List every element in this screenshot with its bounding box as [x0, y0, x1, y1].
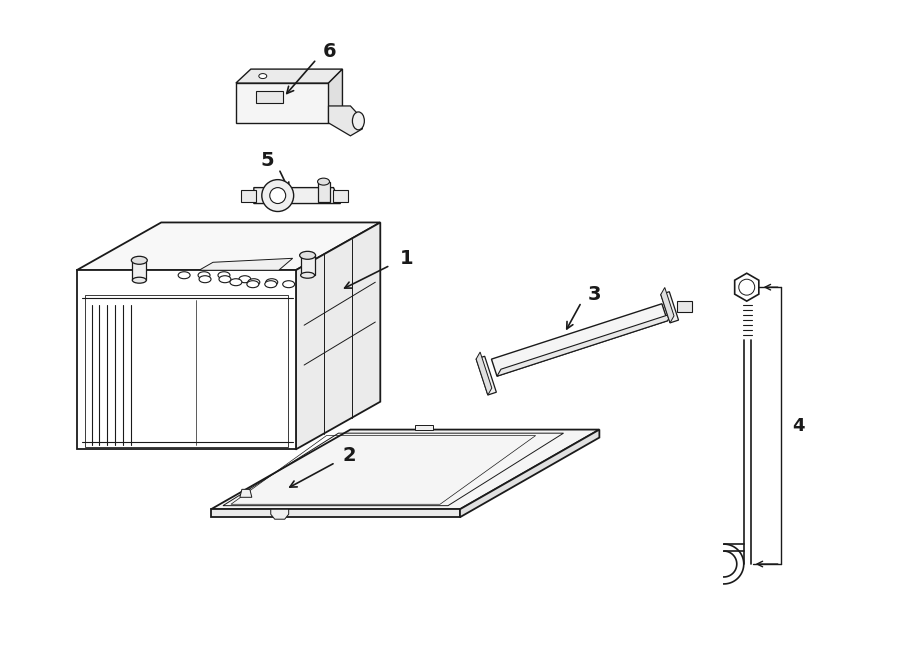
Polygon shape	[236, 69, 343, 83]
Ellipse shape	[178, 272, 190, 279]
Ellipse shape	[238, 276, 251, 283]
Polygon shape	[76, 270, 296, 449]
Ellipse shape	[248, 279, 260, 286]
Ellipse shape	[219, 276, 231, 283]
Ellipse shape	[199, 276, 211, 283]
Ellipse shape	[218, 272, 230, 279]
Polygon shape	[415, 424, 433, 430]
Polygon shape	[211, 509, 460, 517]
Ellipse shape	[382, 453, 392, 459]
Polygon shape	[256, 91, 283, 103]
Text: 4: 4	[793, 416, 806, 434]
Polygon shape	[476, 356, 497, 395]
Ellipse shape	[132, 277, 147, 283]
Ellipse shape	[301, 272, 315, 278]
Ellipse shape	[198, 272, 210, 279]
Ellipse shape	[300, 251, 316, 259]
Ellipse shape	[353, 112, 364, 130]
Text: 1: 1	[400, 249, 414, 268]
Text: 6: 6	[322, 42, 337, 61]
Polygon shape	[240, 489, 252, 497]
Circle shape	[270, 188, 285, 204]
Ellipse shape	[318, 178, 329, 185]
Polygon shape	[497, 314, 671, 376]
Ellipse shape	[131, 256, 148, 264]
Polygon shape	[661, 292, 679, 323]
Polygon shape	[460, 430, 599, 517]
Polygon shape	[491, 304, 668, 376]
Polygon shape	[254, 188, 340, 204]
Polygon shape	[328, 69, 343, 123]
Circle shape	[262, 180, 293, 212]
Polygon shape	[476, 352, 491, 395]
Text: 2: 2	[343, 446, 356, 465]
Polygon shape	[328, 106, 363, 136]
Polygon shape	[296, 223, 381, 449]
Ellipse shape	[739, 279, 755, 295]
Polygon shape	[241, 190, 256, 202]
Ellipse shape	[358, 473, 366, 478]
Text: 5: 5	[260, 151, 274, 171]
Ellipse shape	[247, 281, 259, 288]
Polygon shape	[132, 260, 147, 280]
Ellipse shape	[259, 73, 266, 79]
Polygon shape	[199, 258, 292, 270]
Ellipse shape	[265, 281, 276, 288]
Ellipse shape	[230, 279, 242, 286]
Polygon shape	[271, 509, 289, 519]
Text: 3: 3	[588, 285, 601, 303]
Polygon shape	[76, 223, 381, 270]
Polygon shape	[334, 190, 348, 202]
Polygon shape	[211, 430, 599, 509]
Polygon shape	[677, 301, 691, 312]
Ellipse shape	[283, 281, 294, 288]
Polygon shape	[236, 83, 328, 123]
Polygon shape	[661, 288, 674, 323]
Polygon shape	[318, 182, 329, 202]
Polygon shape	[301, 255, 315, 275]
Ellipse shape	[266, 279, 278, 286]
